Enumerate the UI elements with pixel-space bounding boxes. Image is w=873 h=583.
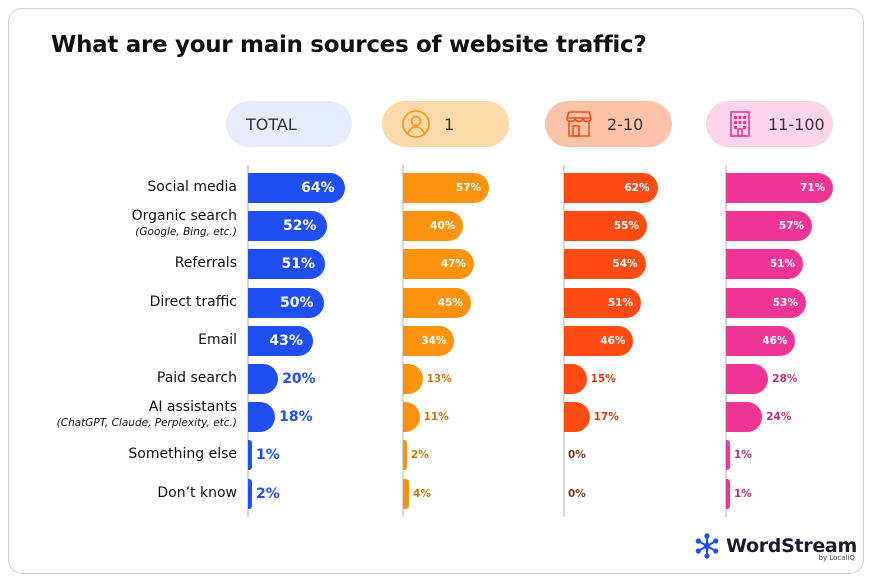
category-label: Direct traffic xyxy=(149,293,237,310)
series-label: 11-100 xyxy=(768,114,825,134)
bar xyxy=(726,478,730,509)
value-label: 17% xyxy=(593,411,619,424)
bar xyxy=(726,287,807,318)
bar xyxy=(248,211,327,242)
value-label: 43% xyxy=(269,332,303,349)
value-label: 0% xyxy=(568,449,586,462)
value-label: 45% xyxy=(437,296,463,309)
value-label: 2% xyxy=(411,449,429,462)
bar xyxy=(726,249,803,280)
bar xyxy=(726,325,796,356)
bar xyxy=(248,478,252,509)
bar xyxy=(403,173,490,203)
value-label: 0% xyxy=(568,487,586,500)
category-label: Organic search (Google, Bing, etc.) xyxy=(131,208,237,239)
value-label: 11% xyxy=(423,411,449,424)
series-label: TOTAL xyxy=(246,114,297,134)
series-header-2-10: 2-10 xyxy=(545,101,672,147)
bar xyxy=(726,211,813,242)
wordstream-logo-icon xyxy=(695,533,719,559)
value-label: 40% xyxy=(430,220,456,233)
bar xyxy=(726,173,834,203)
bar xyxy=(403,364,423,394)
value-label: 57% xyxy=(455,182,482,194)
chart-title: What are your main sources of website tr… xyxy=(51,32,647,58)
value-label: 34% xyxy=(421,334,447,347)
value-label: 53% xyxy=(772,296,799,309)
category-label: AI assistants (ChatGPT, Claude, Perplexit… xyxy=(56,399,237,430)
category-label: Social media xyxy=(147,179,237,195)
value-label: 1% xyxy=(734,487,752,500)
value-label: 55% xyxy=(613,220,640,233)
bar xyxy=(403,249,474,280)
storefront-icon xyxy=(559,104,599,144)
bar xyxy=(564,173,658,203)
series-label: 1 xyxy=(444,114,455,134)
office-building-icon xyxy=(720,104,760,144)
bar xyxy=(248,325,313,356)
bar xyxy=(403,211,464,242)
bar xyxy=(248,440,252,471)
value-label: 46% xyxy=(600,334,626,347)
bar xyxy=(564,287,641,318)
bar xyxy=(403,287,471,318)
bar xyxy=(248,402,276,433)
category-label: Email xyxy=(198,331,237,348)
bar xyxy=(403,402,420,433)
value-label: 47% xyxy=(440,258,466,271)
value-label: 52% xyxy=(283,218,317,235)
value-label: 4% xyxy=(413,487,431,500)
bar xyxy=(726,364,769,394)
category-label: Referrals xyxy=(174,255,237,272)
value-label: 64% xyxy=(301,180,335,196)
value-label: 28% xyxy=(772,373,798,385)
value-label: 46% xyxy=(762,334,788,347)
value-label: 71% xyxy=(800,182,826,194)
bar xyxy=(564,249,646,280)
series-label: 2-10 xyxy=(607,114,644,134)
person-icon xyxy=(396,104,436,144)
bar xyxy=(248,173,345,203)
bar xyxy=(564,364,587,394)
value-label: 57% xyxy=(778,220,805,233)
bar xyxy=(564,402,590,433)
series-header-total: TOTAL xyxy=(226,101,352,147)
value-label: 13% xyxy=(426,373,452,385)
category-sublabel: (ChatGPT, Claude, Perplexity, etc.) xyxy=(56,417,237,430)
value-label: 51% xyxy=(769,258,795,271)
bar xyxy=(726,402,763,433)
value-label: 2% xyxy=(256,485,280,502)
value-label: 51% xyxy=(281,256,315,273)
bar xyxy=(248,249,325,280)
bar xyxy=(564,211,648,242)
category-label: Don’t know xyxy=(157,484,237,501)
value-label: 50% xyxy=(279,294,314,311)
value-label: 1% xyxy=(256,447,280,464)
value-label: 15% xyxy=(590,373,616,385)
value-label: 1% xyxy=(734,449,752,462)
value-label: 18% xyxy=(279,409,313,426)
value-label: 51% xyxy=(607,296,633,309)
value-label: 20% xyxy=(282,371,316,387)
series-header-1: 1 xyxy=(382,101,509,147)
bar xyxy=(248,287,324,318)
category-sublabel: (Google, Bing, etc.) xyxy=(135,226,237,239)
value-label: 24% xyxy=(766,411,792,424)
series-header-11-100: 11-100 xyxy=(706,101,833,147)
value-label: 54% xyxy=(612,258,638,271)
bar xyxy=(248,364,279,394)
bar xyxy=(726,440,730,471)
bar xyxy=(403,478,410,509)
value-label: 62% xyxy=(624,182,650,194)
category-label: Paid search xyxy=(156,370,237,386)
wordstream-byline: by LocaliQ xyxy=(818,554,855,562)
bar xyxy=(403,325,455,356)
bar xyxy=(403,440,407,471)
wordstream-wordmark: WordStream xyxy=(726,535,857,557)
category-label: Something else xyxy=(128,446,237,463)
bar xyxy=(564,325,634,356)
wordstream-logo: WordStream by LocaliQ xyxy=(692,531,857,562)
